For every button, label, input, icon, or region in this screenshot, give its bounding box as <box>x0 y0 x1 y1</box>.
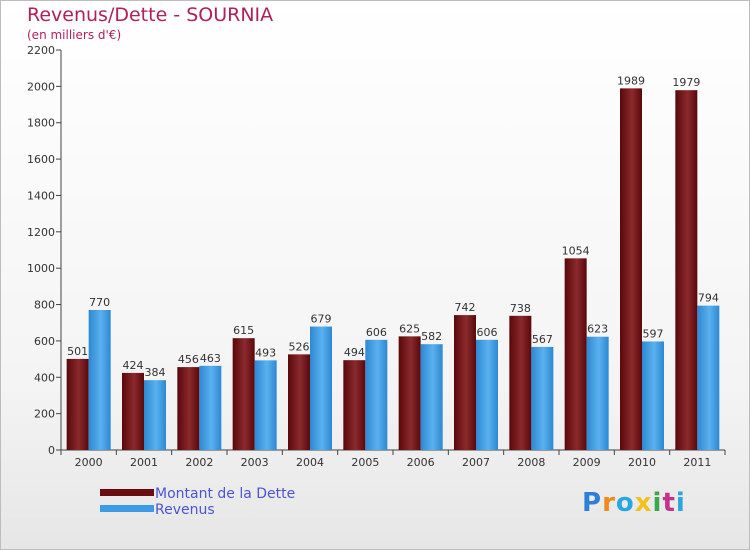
logo-letter: t <box>662 488 676 518</box>
legend-swatch-revenus <box>100 505 154 512</box>
x-tick-label: 2010 <box>628 456 656 469</box>
bar-dette <box>122 372 144 450</box>
legend-label-dette: Montant de la Dette <box>155 486 296 502</box>
data-label-dette: 494 <box>344 346 365 359</box>
data-label-revenus: 597 <box>643 327 664 340</box>
logo-letter: P <box>582 488 603 518</box>
x-tick-label: 2011 <box>683 456 711 469</box>
y-tick-label: 2000 <box>27 80 55 93</box>
logo-letter: o <box>615 488 635 518</box>
bar-revenus <box>642 341 664 450</box>
bar-dette <box>398 336 421 450</box>
y-tick-label: 1000 <box>27 262 55 275</box>
data-label-dette: 526 <box>289 340 310 353</box>
data-label-dette: 501 <box>67 345 88 358</box>
x-tick-label: 2005 <box>351 456 379 469</box>
data-label-revenus: 606 <box>477 326 498 339</box>
x-tick-label: 2004 <box>296 456 324 469</box>
data-label-revenus: 463 <box>200 352 221 365</box>
bar-dette <box>66 358 89 450</box>
y-tick-label: 2200 <box>27 44 55 57</box>
bar-revenus <box>476 339 498 450</box>
y-tick-label: 1400 <box>27 189 55 202</box>
data-label-dette: 625 <box>399 322 420 335</box>
y-tick-label: 1200 <box>27 226 55 239</box>
data-label-dette: 424 <box>123 359 144 372</box>
data-label-dette: 615 <box>233 324 254 337</box>
x-tick-label: 2003 <box>241 456 269 469</box>
y-tick-label: 1600 <box>27 153 55 166</box>
bar-revenus <box>310 326 332 450</box>
y-tick-label: 400 <box>34 371 55 384</box>
bar-dette <box>509 315 532 450</box>
logo-letter: x <box>634 488 653 518</box>
bar-dette <box>288 354 310 450</box>
bar-revenus <box>586 336 609 450</box>
data-label-revenus: 567 <box>532 333 553 346</box>
data-label-revenus: 606 <box>366 326 387 339</box>
y-tick-label: 200 <box>34 408 55 421</box>
bar-revenus <box>88 310 111 450</box>
logo-letter: i <box>675 488 686 518</box>
x-tick-label: 2001 <box>130 456 158 469</box>
bar-revenus <box>420 344 443 450</box>
bar-revenus <box>531 346 554 450</box>
y-tick-label: 0 <box>48 444 55 457</box>
data-label-revenus: 582 <box>421 330 442 343</box>
proxiti-logo: Proxiti <box>582 488 686 518</box>
bars <box>66 88 720 450</box>
bar-revenus <box>144 380 166 450</box>
bar-revenus <box>254 360 277 450</box>
bar-dette <box>232 338 255 450</box>
bar-dette <box>564 258 587 450</box>
x-tick-label: 2002 <box>185 456 213 469</box>
legend-label-revenus: Revenus <box>155 502 215 518</box>
bar-dette <box>177 367 200 450</box>
chart-title: Revenus/Dette - SOURNIA <box>27 4 274 26</box>
bar-revenus <box>697 305 720 450</box>
x-tick-label: 2009 <box>573 456 601 469</box>
axes: 0 200 400 600 800 1000 1200 1400 1600 1800 2000 220… <box>27 44 726 469</box>
data-label-dette: 1979 <box>672 76 700 89</box>
data-label-revenus: 623 <box>587 323 608 336</box>
x-tick-label: 2008 <box>517 456 545 469</box>
bar-dette <box>343 360 366 450</box>
logo-letter: r <box>602 488 616 518</box>
bar-revenus <box>365 339 388 450</box>
bar-dette <box>620 88 642 450</box>
bar-dette <box>454 315 476 450</box>
x-tick-label: 2007 <box>462 456 490 469</box>
data-label-revenus: 679 <box>311 313 332 326</box>
x-tick-label: 2006 <box>407 456 435 469</box>
data-label-revenus: 794 <box>698 292 719 305</box>
bar-dette <box>675 90 698 450</box>
data-label-dette: 1054 <box>562 244 590 257</box>
y-tick-label: 600 <box>34 335 55 348</box>
data-label-dette: 742 <box>455 301 476 314</box>
chart-subtitle: (en milliers d'€) <box>27 28 122 42</box>
y-tick-label: 1800 <box>27 117 55 130</box>
data-label-revenus: 770 <box>89 296 110 309</box>
bar-revenus <box>199 365 222 450</box>
y-tick-label: 800 <box>34 299 55 312</box>
legend-swatch-dette <box>100 489 154 496</box>
data-label-revenus: 384 <box>145 366 166 379</box>
data-label-dette: 456 <box>178 353 199 366</box>
logo-letter: i <box>652 488 663 518</box>
data-label-revenus: 493 <box>255 346 276 359</box>
x-tick-label: 2000 <box>75 456 103 469</box>
data-label-dette: 738 <box>510 302 531 315</box>
data-label-dette: 1989 <box>617 74 645 87</box>
